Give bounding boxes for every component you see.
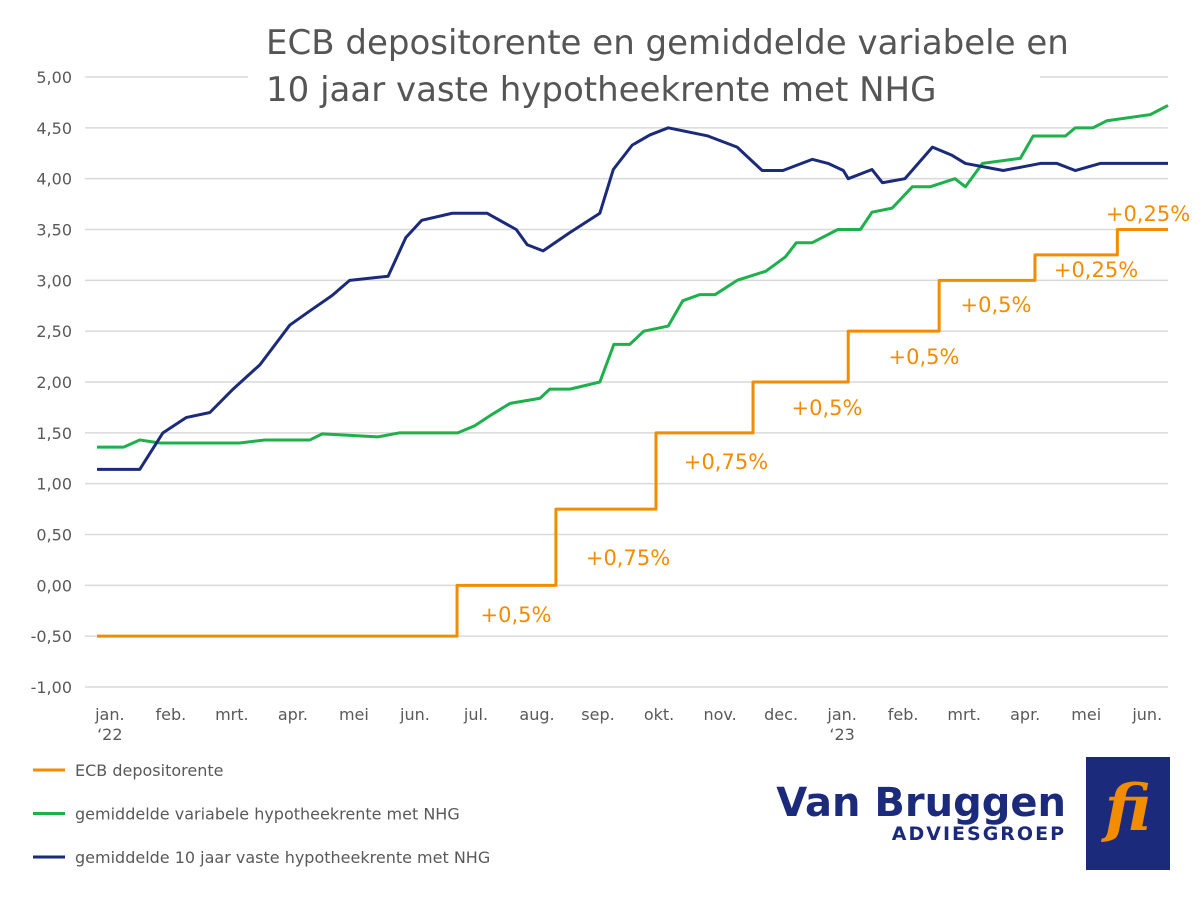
annotation: +0,5% [792,396,863,420]
annotation: +0,75% [684,450,768,474]
x-tick-label: mrt. [947,705,981,724]
y-tick-label: -1,00 [31,678,72,697]
x-tick-label: okt. [644,705,674,724]
y-tick-label: 2,00 [36,373,72,392]
annotation: +0,5% [961,293,1032,317]
logo-mark: fi [1101,771,1152,846]
annotation: +0,5% [481,603,552,627]
x-tick-label: mei [1071,705,1101,724]
y-tick-label: 2,50 [36,322,72,341]
logo-name: Van Bruggen [776,780,1066,826]
chart-title: ECB depositorente en gemiddelde variabel… [266,23,1069,63]
annotation: +0,5% [889,345,960,369]
y-tick-label: 4,50 [36,119,72,138]
y-tick-label: 0,50 [36,526,72,545]
x-tick-label: apr. [278,705,308,724]
y-tick-label: 1,50 [36,424,72,443]
x-tick-label: aug. [519,705,554,724]
legend-label: ECB depositorente [75,761,223,780]
y-tick-label: 3,50 [36,221,72,240]
title-background [248,30,1040,125]
logo-tagline: ADVIESGROEP [892,823,1066,845]
legend-label: gemiddelde 10 jaar vaste hypotheekrente … [75,848,490,867]
x-tick-label: dec. [764,705,798,724]
x-tick-label: jan. ‘22 [94,705,124,744]
chart-title: 10 jaar vaste hypotheekrente met NHG [266,70,936,110]
x-tick-label: jan. ‘23 [826,705,856,744]
x-tick-label: jun. [1131,705,1162,724]
annotation: +0,25% [1106,202,1190,226]
y-tick-label: 3,00 [36,271,72,290]
grid [85,76,1168,688]
annotation: +0,75% [586,546,670,570]
series-line [97,104,1169,449]
y-tick-label: 1,00 [36,475,72,494]
annotation: +0,25% [1054,258,1138,282]
logo-box [1086,757,1170,870]
y-tick-label: 0,00 [36,576,72,595]
x-tick-label: nov. [703,705,736,724]
x-tick-label: apr. [1010,705,1040,724]
y-tick-label: -0,50 [31,627,72,646]
x-tick-label: mrt. [215,705,249,724]
x-tick-label: jul. [463,705,488,724]
x-tick-label: jun. [399,705,430,724]
x-tick-label: feb. [888,705,919,724]
y-tick-label: 5,00 [36,68,72,87]
x-tick-label: feb. [155,705,186,724]
series-line [97,126,1168,471]
legend-label: gemiddelde variabele hypotheekrente met … [75,805,460,824]
series-line [97,228,1168,638]
y-tick-label: 4,00 [36,170,72,189]
x-tick-label: sep. [581,705,614,724]
x-tick-label: mei [339,705,369,724]
